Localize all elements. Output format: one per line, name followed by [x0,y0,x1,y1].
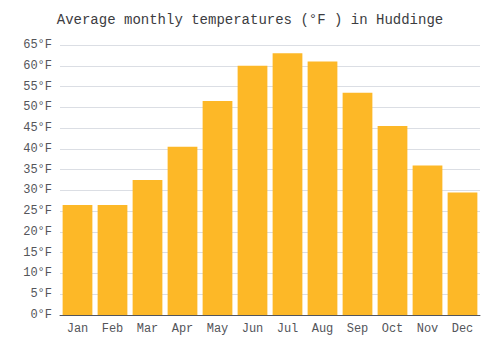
svg-text:0°F: 0°F [30,308,52,322]
svg-text:40°F: 40°F [23,142,52,156]
svg-text:Oct: Oct [382,322,404,336]
svg-text:Nov: Nov [417,322,439,336]
svg-text:Sep: Sep [347,322,369,336]
svg-text:15°F: 15°F [23,246,52,260]
svg-text:35°F: 35°F [23,163,52,177]
svg-text:50°F: 50°F [23,100,52,114]
svg-text:20°F: 20°F [23,225,52,239]
svg-text:Jan: Jan [67,322,89,336]
svg-text:55°F: 55°F [23,80,52,94]
svg-text:25°F: 25°F [23,204,52,218]
svg-text:Average monthly temperatures (: Average monthly temperatures (°F ) in Hu… [57,12,443,28]
svg-text:May: May [207,322,229,336]
svg-text:Dec: Dec [452,322,474,336]
svg-text:Mar: Mar [137,322,159,336]
svg-text:Jul: Jul [277,322,299,336]
svg-text:45°F: 45°F [23,121,52,135]
svg-text:60°F: 60°F [23,59,52,73]
svg-text:10°F: 10°F [23,266,52,280]
svg-text:30°F: 30°F [23,183,52,197]
svg-text:Feb: Feb [102,322,124,336]
svg-text:Apr: Apr [172,322,194,336]
svg-text:Aug: Aug [312,322,334,336]
svg-text:Jun: Jun [242,322,264,336]
svg-text:5°F: 5°F [30,287,52,301]
svg-text:65°F: 65°F [23,38,52,52]
